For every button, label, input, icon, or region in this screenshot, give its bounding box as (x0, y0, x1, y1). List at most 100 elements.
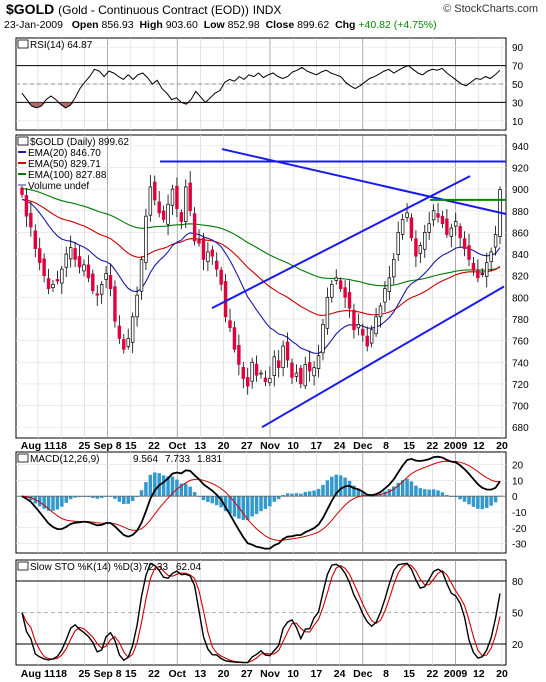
x-tick-label: 15 (125, 440, 137, 452)
price-legend-swatch (17, 136, 29, 146)
bottom-x-tick-label: 2009 (444, 668, 468, 680)
brand-label[interactable]: © StockCharts.com (443, 3, 538, 15)
macd-histogram-bar (259, 496, 263, 512)
macd-histogram-bar (122, 496, 126, 505)
price-tick-label: 760 (512, 337, 529, 348)
candle-body (77, 256, 82, 268)
sto-tick-label: 20 (512, 640, 524, 651)
open-label: Open (71, 19, 99, 31)
candle-body (449, 227, 454, 237)
candle-body (436, 213, 440, 218)
candle-body (467, 245, 471, 260)
candle-body (303, 364, 307, 387)
price-legend-1: EMA(20) 846.70 (28, 148, 101, 159)
macd-histogram-bar (263, 496, 268, 510)
bottom-x-tick-label: 8 (383, 668, 389, 680)
bottom-x-tick-label: 15 (125, 668, 137, 680)
price-tick-label: 700 (512, 402, 529, 413)
candle-body (192, 213, 197, 242)
candle-body (268, 378, 272, 384)
macd-signal-line (21, 460, 500, 542)
macd-histogram-bar (281, 494, 285, 497)
ema100-line (21, 187, 501, 287)
sto-legend-name: Slow STO %K(14) %D(3) (30, 562, 142, 573)
candle-body (489, 251, 493, 263)
candle-body (153, 181, 157, 201)
macd-histogram-bar (330, 476, 334, 497)
macd-histogram-bar (484, 496, 489, 508)
candle-body (356, 324, 361, 329)
x-tick-label: Oct (168, 440, 186, 452)
candle-body (485, 262, 489, 277)
candle-body (431, 210, 436, 221)
candle-body (184, 186, 188, 222)
rsi-oversold-fill (26, 102, 32, 107)
candle-body (206, 251, 210, 262)
macd-histogram-bar (64, 496, 69, 503)
macd-histogram-bar (68, 496, 73, 500)
macd-histogram-bar (453, 496, 458, 498)
macd-histogram-bar (414, 485, 418, 497)
macd-histogram-bar (489, 496, 493, 506)
candle-body (285, 341, 290, 361)
x-tick-label: 24 (334, 440, 346, 452)
macd-histogram-bar (184, 483, 188, 497)
candle-body (440, 215, 445, 225)
chart-header: $GOLD (Gold - Continuous Contract (EOD))… (0, 0, 546, 38)
candle-body (246, 377, 250, 387)
macd-histogram-bar (42, 496, 46, 509)
candle-body (414, 238, 418, 257)
high-label: High (139, 19, 163, 31)
candle-body (228, 320, 232, 328)
price-legend-2: EMA(50) 829.71 (28, 159, 101, 170)
candle-body (307, 362, 312, 372)
candle-body (144, 215, 148, 263)
macd-histogram-bar (272, 496, 277, 502)
bottom-x-tick-label: 17 (311, 668, 323, 680)
macd-histogram-bar (294, 493, 299, 497)
candle-body (321, 324, 325, 354)
candle-body (352, 309, 356, 331)
macd-histogram-bar (95, 496, 99, 499)
candle-body (383, 288, 387, 303)
macd-histogram-bar (347, 480, 352, 497)
macd-histogram-bar (400, 480, 405, 497)
high-value: 903.60 (165, 19, 198, 31)
macd-histogram-bar (37, 496, 42, 507)
candle-body (347, 292, 352, 309)
candle-body (330, 283, 334, 298)
candle-body (166, 203, 170, 225)
x-tick-label: 17 (311, 440, 323, 452)
candle-body (73, 248, 77, 260)
rsi-oversold-fill (65, 102, 71, 108)
macd-histogram-bar (431, 489, 436, 497)
chg-value: +40.82 (+4.75%) (358, 19, 437, 31)
rsi-oversold-fill (31, 102, 37, 108)
macd-histogram-bar (161, 475, 166, 497)
symbol-ticker: $GOLD (6, 1, 55, 17)
candle-body (51, 283, 55, 289)
macd-histogram-bar (228, 496, 232, 514)
bottom-x-tick-label: 20 (496, 668, 508, 680)
macd-histogram-bar (51, 496, 55, 511)
macd-histogram-bar (321, 484, 325, 497)
sto-tick-label: 80 (512, 577, 524, 588)
rsi-oversold-fill (36, 102, 42, 108)
candle-body (445, 218, 449, 235)
bottom-x-tick-label: 10 (287, 668, 299, 680)
upper-channel-line (211, 175, 471, 310)
macd-histogram-bar (471, 496, 476, 507)
candle-body (299, 367, 303, 385)
low-value: 852.98 (227, 19, 260, 31)
sto-legend-value: 62.04 (176, 562, 201, 573)
macd-histogram-bar (166, 476, 170, 497)
macd-histogram-bar (206, 496, 210, 502)
x-tick-label: 10 (287, 440, 299, 452)
rsi-line (21, 65, 501, 109)
candle-body (82, 264, 86, 272)
x-tick-label: 18 (55, 440, 67, 452)
candle-body (68, 247, 73, 260)
macd-histogram-bar (387, 489, 392, 497)
macd-line (21, 455, 501, 550)
